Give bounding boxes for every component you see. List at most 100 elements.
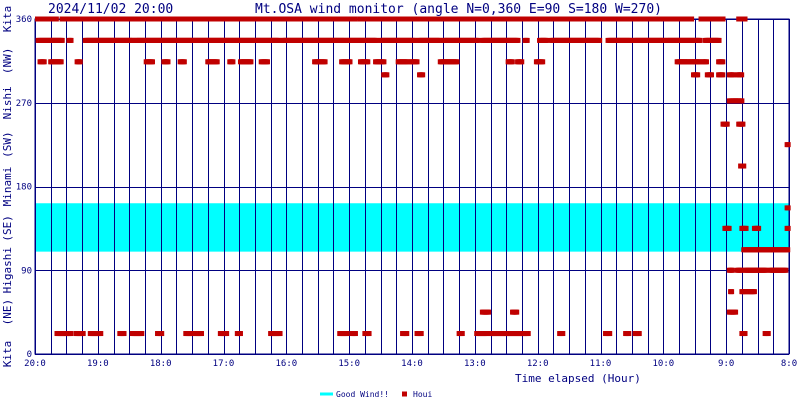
houi-point [636,331,642,337]
x-tick-label: 11:0 [590,359,612,369]
direction-label: (NE) [1,299,14,326]
houi-point [41,59,47,65]
x-tick-label: 14:0 [401,359,423,369]
direction-label: Kita [1,341,14,368]
x-tick-label: 12:0 [527,359,549,369]
timestamp-label: 2024/11/02 20:00 [48,2,173,17]
houi-point [743,225,749,231]
houi-point [98,331,104,337]
houi-point [248,59,254,65]
houi-point [484,331,490,337]
houi-point [697,37,703,43]
direction-label: (SW) [1,131,14,158]
houi-point [729,267,735,273]
houi-point [742,331,748,337]
direction-label: Minami [1,167,14,207]
y-tick-label: 180 [16,183,32,193]
houi-point [412,37,418,43]
y-tick-label: 270 [16,99,32,109]
plot-layer: 20:0 19:0 18:0 17:0 16:0 15:0 14:0 13:0 12:0 11:0… [1,6,797,399]
houi-point [405,59,411,65]
houi-point [739,98,745,104]
houi-point [77,59,83,65]
houi-point [454,59,460,65]
houi-point [277,331,283,337]
houi-point [709,72,715,78]
houi-point [199,331,205,337]
direction-label: Nishi [1,86,14,119]
houi-point [58,59,64,65]
houi-point [224,331,230,337]
houi-point [418,331,424,337]
legend-swatch-houi [402,391,407,397]
houi-point [381,59,387,65]
direction-label: (NW) [1,48,14,75]
houi-point [352,16,358,22]
houi-point [707,16,713,22]
houi-point [414,59,420,65]
legend-label-houi: Houi [413,390,432,399]
x-tick-label: 18:0 [150,359,172,369]
x-tick-label: 16:0 [275,359,297,369]
houi-point [785,205,791,211]
houi-point [509,59,515,65]
houi-point [384,72,390,78]
houi-point [444,16,450,22]
houi-point [783,267,789,273]
houi-point [138,16,144,22]
houi-point [724,121,730,127]
houi-point [720,59,726,65]
houi-point [720,16,726,22]
houi-point [729,289,735,295]
houi-point [366,331,372,337]
houi-point [139,331,145,337]
houi-point [59,37,65,43]
houi-point [524,37,530,43]
houi-point [159,331,165,337]
houi-point [645,16,651,22]
houi-point [544,37,550,43]
houi-point [560,331,566,337]
x-tick-label: 20:0 [24,359,46,369]
houi-point [540,59,546,65]
houi-point [53,16,59,22]
houi-point [519,59,525,65]
houi-point [149,59,155,65]
chart-title: Mt.OSA wind monitor (angle N=0,360 E=90 … [255,2,662,17]
houi-point [740,121,746,127]
x-tick-label: 10:0 [652,359,674,369]
y-tick-label: 0 [27,350,32,360]
houi-point [181,59,187,65]
houi-point [720,72,726,78]
houi-point [404,331,410,337]
houi-point [626,331,632,337]
houi-point [607,331,613,337]
houi-point [525,331,531,337]
houi-point [121,331,127,337]
houi-point [374,37,380,43]
houi-point [237,331,243,337]
houi-point [344,331,350,337]
legend-label-good-wind: Good Wind!! [336,390,389,399]
x-tick-label: 15:0 [338,359,360,369]
houi-point [765,331,771,337]
x-tick-label: 9:0 [718,359,734,369]
houi-point [80,331,86,337]
houi-point [165,59,171,65]
houi-point [756,225,762,231]
houi-point [563,16,569,22]
direction-label: Higashi [1,247,14,293]
houi-point [703,59,709,65]
houi-point [697,59,703,65]
houi-point [230,59,236,65]
houi-point [68,37,74,43]
houi-point [514,309,520,315]
y-tick-label: 360 [16,15,32,25]
houi-point [785,225,791,231]
houi-point [673,16,679,22]
houi-point [280,16,286,22]
x-tick-label: 8:0 [781,359,797,369]
x-tick-label: 17:0 [213,359,235,369]
houi-point [486,309,492,315]
houi-point [751,289,757,295]
